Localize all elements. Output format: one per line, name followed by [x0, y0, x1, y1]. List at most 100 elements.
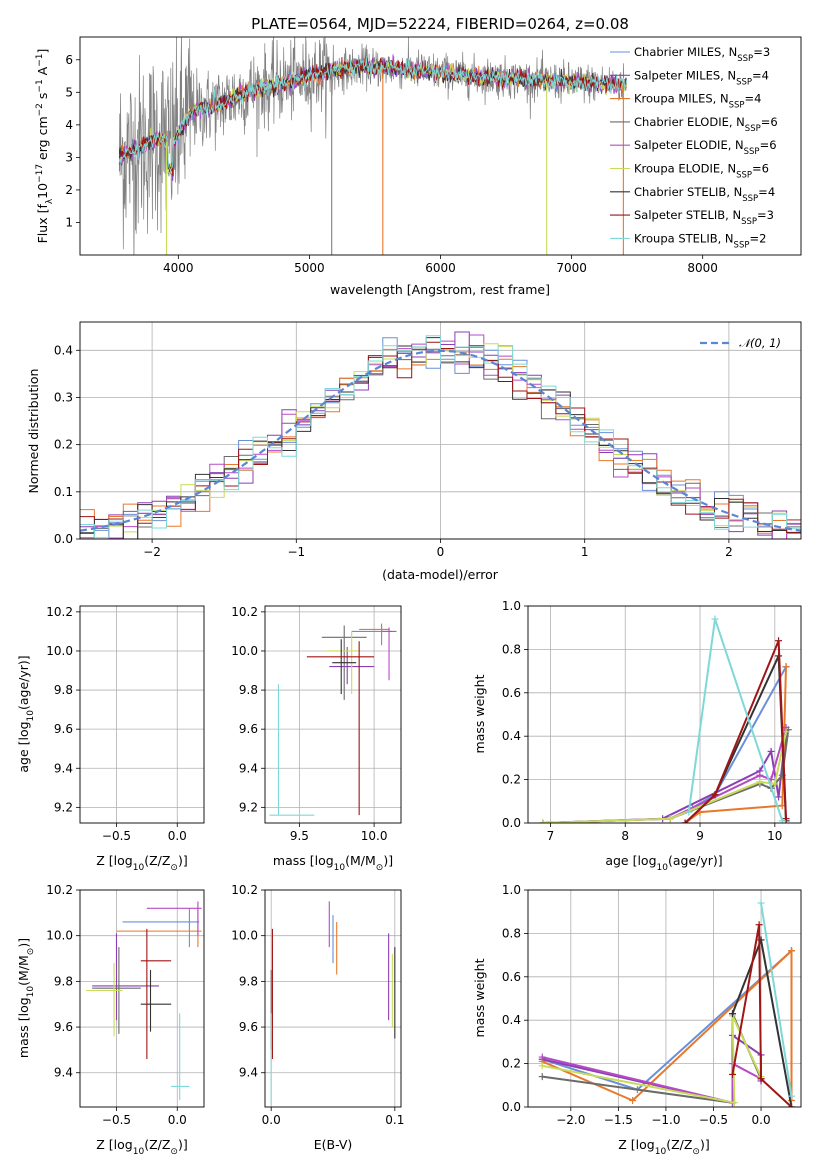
label-part: 10	[35, 183, 50, 199]
tick-label-x: −0.5	[102, 829, 131, 843]
x-axis-label: age [log10(age/yr)]	[605, 853, 722, 873]
tick-label-x: 4000	[163, 261, 194, 275]
weight-series	[542, 1015, 762, 1104]
chart-title: PLATE=0564, MJD=52224, FIBERID=0264, z=0…	[251, 15, 629, 33]
legend-name: Chabrier STELIB	[634, 185, 726, 199]
tick-label-y: 9.4	[239, 761, 258, 775]
tick-label-x: 7	[547, 829, 555, 843]
age-vs-mass-axes: 9.5 10.0 9.2 9.4 9.6 9.8 10.0 10.2	[231, 605, 402, 843]
mass-weight-vs-age-axes: 7 8 9 10 0.0 0.2 0.4 0.6 0.8 1.0	[502, 599, 802, 843]
weight-series	[542, 1013, 762, 1104]
legend-eq: =	[752, 68, 762, 82]
legend-nssp: 4	[768, 185, 775, 199]
weight-series	[541, 948, 793, 1102]
legend-sub: SSP	[734, 240, 750, 250]
tick-label-x: 10	[767, 829, 782, 843]
legend-eq: =	[758, 185, 768, 199]
legend-entry: Kroupa ELODIE, NSSP=6	[634, 162, 769, 181]
legend-sub: SSP	[736, 77, 752, 87]
legend-n: , N	[728, 138, 744, 152]
tick-label-y: 9.6	[54, 1020, 73, 1034]
tick-label-y: 2	[65, 183, 73, 197]
tick-label-y: 10.0	[231, 644, 258, 658]
y-axis-label: age [log10(age/yr)]	[16, 655, 36, 772]
label-part: ]	[35, 49, 50, 54]
tick-label-y: 0.0	[502, 816, 521, 830]
tick-label-y: 9.2	[54, 800, 73, 814]
label-part: Flux [f	[35, 204, 50, 244]
axes-frame	[264, 605, 402, 824]
y-axis-label: mass weight	[472, 958, 487, 1037]
axes-frame	[79, 36, 802, 256]
tick-label-x: −0.5	[102, 1113, 131, 1127]
tick-label-x: 6000	[425, 261, 456, 275]
legend-entry: Salpeter STELIB, NSSP=3	[634, 208, 774, 227]
model-spectrum	[118, 56, 628, 174]
tick-label-y: 9.8	[239, 683, 258, 697]
label-part: ⊙	[170, 863, 178, 873]
legend-entry: Salpeter MILES, NSSP=4	[634, 68, 769, 87]
legend-sub: SSP	[744, 147, 760, 157]
legend-name: Salpeter ELODIE	[634, 138, 728, 152]
errorbars	[269, 623, 397, 816]
legend-eq: =	[744, 92, 754, 106]
label-part: 10	[133, 1147, 145, 1157]
tick-label-x: 0.0	[262, 1113, 281, 1127]
tick-label-x: 9.5	[290, 829, 309, 843]
label-part: mass [log	[16, 997, 31, 1058]
label-part: (M/M	[345, 853, 376, 868]
label-part: )]	[700, 1137, 710, 1152]
tick-label-x: 0.0	[752, 1113, 771, 1127]
label-part: erg cm	[35, 116, 50, 164]
legend-sub: SSP	[745, 124, 761, 134]
label-part: mass [log	[273, 853, 334, 868]
tick-label-y: 9.2	[239, 800, 258, 814]
weight-lines	[538, 899, 795, 1107]
legend-nssp: 2	[759, 231, 766, 245]
axes-frame	[264, 889, 402, 1108]
y-axis-label: mass weight	[472, 674, 487, 753]
tick-label-y: 0.1	[54, 485, 73, 499]
legend-name: Chabrier MILES	[634, 45, 721, 59]
label-part: ⊙	[170, 1147, 178, 1157]
legend-eq: =	[761, 115, 771, 129]
tick-label-y: 10.2	[46, 605, 73, 619]
label-part: )]	[178, 1137, 188, 1152]
tick-label-y: 10.2	[231, 883, 258, 897]
legend-n: , N	[718, 231, 734, 245]
legend-nssp: 6	[770, 115, 777, 129]
legend-name: Kroupa ELODIE	[634, 162, 720, 176]
tick-label-x: 1	[581, 545, 589, 559]
label-part: −17	[35, 164, 45, 183]
legend-n: , N	[720, 68, 736, 82]
errorbars	[90, 624, 202, 816]
tick-label-x: 7000	[556, 261, 587, 275]
tick-label-y: 0.8	[502, 926, 521, 940]
legend-n: , N	[726, 185, 742, 199]
tick-label-y: 3	[65, 150, 73, 164]
legend-name: Salpeter MILES	[634, 68, 720, 82]
tick-label-y: 9.6	[239, 1020, 258, 1034]
legend-n: , N	[720, 162, 736, 176]
legend-nssp: 3	[767, 208, 774, 222]
tick-label-y: 1.0	[502, 599, 521, 613]
tick-label-y: 0.8	[502, 642, 521, 656]
legend-entry: Salpeter ELODIE, NSSP=6	[634, 138, 777, 157]
normal-reference-curve	[80, 349, 801, 532]
tick-label-y: 10.2	[231, 605, 258, 619]
tick-label-y: 10.0	[46, 929, 73, 943]
tick-label-x: 0	[437, 545, 445, 559]
tick-label-y: 9.4	[54, 761, 73, 775]
label-part: (Z/Z	[666, 1137, 692, 1152]
tick-label-y: 0.4	[54, 343, 73, 357]
legend-name: Kroupa STELIB	[634, 231, 718, 245]
x-axis-label: Z [log10(Z/Z⊙)]	[96, 853, 187, 873]
label-part: age [log	[605, 853, 656, 868]
label-part: )]	[16, 938, 31, 948]
mass-vs-ebv-axes: 0.0 0.1 9.4 9.6 9.8 10.0 10.2	[231, 883, 404, 1127]
legend-name: Salpeter STELIB	[634, 208, 725, 222]
tick-label-y: 9.4	[239, 1066, 258, 1080]
errorbars	[86, 901, 202, 1101]
x-axis-label: (data-model)/error	[382, 567, 499, 582]
label-part: Z [log	[96, 853, 132, 868]
